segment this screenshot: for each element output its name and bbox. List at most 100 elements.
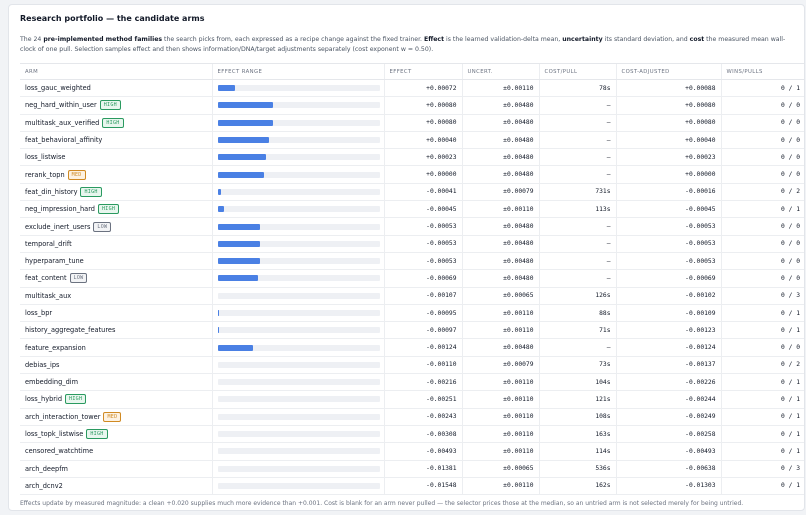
table-row[interactable]: loss_topk_listwise HIGH -0.00308 ±0.00110 16… (20, 425, 804, 444)
effect-range-track (217, 344, 380, 351)
table-row[interactable]: censored_watchtime -0.00493 ±0.00110 114s -0… (20, 442, 804, 461)
confidence-badge-high: HIGH (102, 117, 124, 128)
cost-adjusted-cell: -0.00124 (615, 338, 721, 357)
effect-range-cell (211, 442, 384, 461)
table-row[interactable]: embedding_dim -0.00216 ±0.00110 104s -0.0022… (20, 373, 804, 392)
arm-name: rerank_topn (25, 170, 65, 179)
table-row[interactable]: feature_expansion -0.00124 ±0.00480– -0.001… (20, 338, 804, 357)
effect-cell: -0.00041 (383, 183, 462, 202)
effect-range-track (217, 379, 380, 386)
table-row[interactable]: arch_interaction_tower MED -0.00243 ±0.0011… (20, 408, 804, 426)
uncertainty-cell: ±0.00110 (461, 477, 539, 496)
arm-name: censored_watchtime (25, 447, 94, 456)
cost-adjusted-cell: +0.00000 (615, 165, 721, 184)
arm-cell: temporal_drift (20, 235, 212, 253)
cost-adjusted-cell: -0.00053 (615, 252, 721, 271)
table-row[interactable]: feat_din_history HIGH -0.00041 ±0.00079 731s… (20, 183, 804, 202)
column-header-wins-pulls[interactable]: WINS/PULLS (720, 63, 804, 80)
wins-pulls-cell: 0 / 0 (720, 165, 804, 184)
panel-intro: The 24 pre-implemented method families t… (20, 35, 795, 55)
arm-name: neg_hard_within_user (25, 101, 97, 110)
arm-cell: loss_bpr (20, 304, 212, 323)
effect-range-cell (211, 148, 384, 167)
table-row[interactable]: exclude_inert_users LOW -0.00053 ±0.00480– -… (20, 217, 804, 236)
arm-cell: loss_hybrid HIGH (20, 390, 212, 409)
arm-cell: hyperparam_tune (20, 252, 212, 271)
table-row[interactable]: neg_impression_hard HIGH -0.00045 ±0.00110 1… (20, 200, 804, 219)
wins-pulls-cell: 0 / 1 (720, 321, 804, 340)
effect-range-track (217, 206, 380, 213)
table-row[interactable]: hyperparam_tune -0.00053 ±0.00480– -0.00053… (20, 252, 804, 271)
table-row[interactable]: multitask_aux -0.00107 ±0.00065 126s -0.0010… (20, 287, 804, 305)
arms-table: ARM EFFECT RANGE EFFECT UNCERT. COST/PUL… (20, 63, 804, 496)
table-row[interactable]: debias_ips -0.00110 ±0.00079 73s -0.00137 0 /… (20, 356, 804, 375)
cost-adjusted-cell: -0.00258 (615, 425, 721, 444)
wins-pulls-cell: 0 / 1 (720, 373, 804, 392)
effect-range-bar (217, 310, 220, 316)
cost-per-pull-cell: 121s (538, 390, 616, 409)
table-row[interactable]: arch_deepfm -0.01381 ±0.00065 536s -0.00638 0… (20, 460, 804, 478)
table-row[interactable]: rerank_topn MED +0.00000 ±0.00480– +0.00000 0… (20, 165, 804, 184)
cost-adjusted-cell: +0.00080 (615, 96, 721, 115)
arm-name: loss_listwise (25, 153, 66, 162)
effect-range-cell (211, 408, 384, 426)
cost-adjusted-cell: -0.00053 (615, 217, 721, 236)
effect-range-cell (211, 477, 384, 496)
effect-cell: -0.00097 (383, 321, 462, 340)
confidence-badge-med: MED (103, 411, 122, 422)
uncertainty-cell: ±0.00480 (461, 252, 539, 271)
cost-per-pull-cell: – (538, 338, 616, 357)
effect-range-bar (217, 327, 220, 334)
wins-pulls-cell: 0 / 2 (720, 183, 804, 202)
confidence-badge-low: LOW (69, 273, 88, 284)
panel-title: Research portfolio — the candidate arms (20, 14, 205, 23)
table-row[interactable]: loss_hybrid HIGH -0.00251 ±0.00110 121s -0.00… (20, 390, 804, 409)
effect-range-cell (211, 269, 384, 288)
column-header-effect[interactable]: EFFECT (383, 63, 462, 80)
arm-name: hyperparam_tune (25, 257, 84, 266)
table-row[interactable]: neg_hard_within_user HIGH +0.00080 ±0.00480… (20, 96, 804, 115)
cost-adjusted-cell: -0.00137 (615, 356, 721, 375)
arm-cell: feat_content LOW (20, 269, 212, 288)
column-header-cost-per-pull[interactable]: COST/PULL (538, 63, 616, 80)
table-row[interactable]: temporal_drift -0.00053 ±0.00480– -0.00053 0… (20, 235, 804, 253)
table-row[interactable]: loss_listwise +0.00023 ±0.00480– +0.00023 0 … (20, 148, 804, 167)
column-header-cost-adjusted[interactable]: COST-ADJUSTED (615, 63, 721, 80)
column-header-uncertainty[interactable]: UNCERT. (461, 63, 539, 80)
table-row[interactable]: history_aggregate_features -0.00097 ±0.001… (20, 321, 804, 340)
effect-range-track (217, 154, 380, 161)
research-portfolio-panel: Research portfolio — the candidate arms … (8, 4, 805, 511)
table-row[interactable]: loss_bpr -0.00095 ±0.00110 88s -0.00109 0 / 1 (20, 304, 804, 323)
cost-adjusted-cell: -0.00109 (615, 304, 721, 323)
uncertainty-cell: ±0.00065 (461, 460, 539, 478)
effect-range-cell (211, 338, 384, 357)
cost-per-pull-cell: – (538, 252, 616, 271)
effect-range-bar (217, 240, 260, 247)
column-header-arm[interactable]: ARM (20, 63, 212, 80)
arm-cell: embedding_dim (20, 373, 212, 392)
wins-pulls-cell: 0 / 0 (720, 148, 804, 167)
table-row[interactable]: feat_behavioral_affinity +0.00040 ±0.00480… (20, 131, 804, 150)
wins-pulls-cell: 0 / 1 (720, 425, 804, 444)
table-row[interactable]: arch_dcnv2 -0.01548 ±0.00110 162s -0.01303 0 … (20, 477, 804, 496)
table-row[interactable]: feat_content LOW -0.00069 ±0.00480– -0.00069… (20, 269, 804, 288)
column-header-effect-range[interactable]: EFFECT RANGE (211, 63, 384, 80)
effect-range-track (217, 482, 380, 489)
effect-range-track (217, 188, 380, 195)
cost-per-pull-cell: 731s (538, 183, 616, 202)
arm-cell: exclude_inert_users LOW (20, 217, 212, 236)
cost-per-pull-cell: 108s (538, 408, 616, 426)
cost-per-pull-cell: – (538, 96, 616, 115)
effect-range-track (217, 361, 380, 368)
cost-per-pull-cell: 73s (538, 356, 616, 375)
arm-name: feat_behavioral_affinity (25, 136, 103, 145)
effect-cell: -0.00308 (383, 425, 462, 444)
table-row[interactable]: loss_gauc_weighted +0.00072 ±0.00110 78s +0.… (20, 79, 804, 98)
effect-cell: +0.00023 (383, 148, 462, 167)
effect-cell: -0.01548 (383, 477, 462, 496)
uncertainty-cell: ±0.00110 (461, 408, 539, 426)
arm-name: history_aggregate_features (25, 326, 116, 335)
effect-range-cell (211, 356, 384, 375)
table-row[interactable]: multitask_aux_verified HIGH +0.00080 ±0.004… (20, 114, 804, 132)
cost-per-pull-cell: – (538, 269, 616, 288)
